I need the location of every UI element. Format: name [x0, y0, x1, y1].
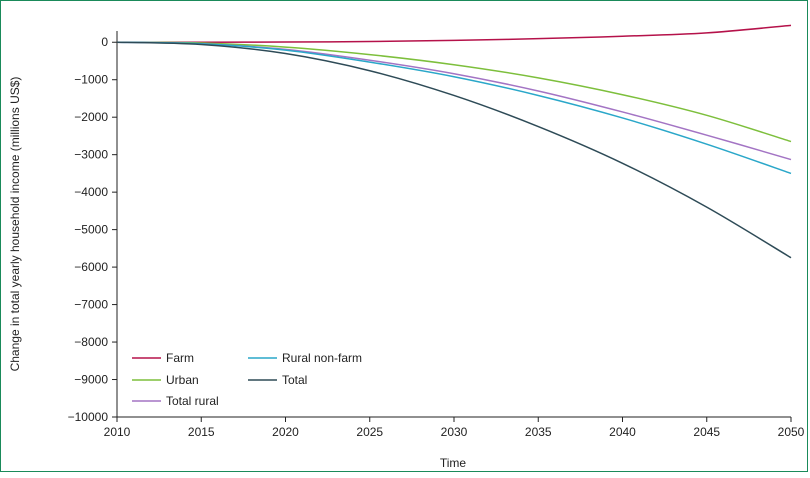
- y-tick-label: −3000: [74, 148, 108, 162]
- y-tick-label: −10000: [68, 410, 109, 424]
- x-tick-label: 2035: [525, 425, 552, 439]
- x-axis-ticks: 2010 2015 2020 2025 2030 2035 2040 2045 2050: [104, 417, 805, 439]
- x-tick-label: 2030: [441, 425, 468, 439]
- y-tick-label: −1000: [74, 73, 108, 87]
- axes: [116, 31, 791, 418]
- legend-label-urban: Urban: [166, 373, 199, 387]
- legend-item-farm: Farm: [132, 351, 194, 365]
- x-tick-label: 2025: [356, 425, 383, 439]
- series-line-total-rural: [116, 41, 792, 161]
- legend-item-urban: Urban: [132, 373, 199, 387]
- y-axis-label: Change in total yearly household income …: [8, 77, 22, 372]
- series-lines: [116, 24, 792, 259]
- y-tick-label: −6000: [74, 260, 108, 274]
- x-tick-label: 2045: [693, 425, 720, 439]
- y-tick-label: −8000: [74, 335, 108, 349]
- y-tick-label: −4000: [74, 185, 108, 199]
- legend-item-rural-non-farm: Rural non-farm: [248, 351, 362, 365]
- legend-item-total-rural: Total rural: [132, 394, 219, 408]
- legend-label-farm: Farm: [166, 351, 194, 365]
- x-tick-label: 2015: [188, 425, 215, 439]
- y-tick-label: −7000: [74, 298, 108, 312]
- x-tick-label: 2020: [272, 425, 299, 439]
- series-line-total: [116, 41, 792, 259]
- legend: Farm Rural non-farm Urban Total Total ru…: [132, 351, 362, 408]
- legend-label-rural-non-farm: Rural non-farm: [282, 351, 362, 365]
- y-axis-ticks: 0 −1000 −2000 −3000 −4000 −5000 −6000 −7000 −800…: [68, 35, 117, 424]
- series-line-farm: [116, 24, 792, 44]
- legend-item-total: Total: [248, 373, 307, 387]
- y-tick-label: −9000: [74, 373, 108, 387]
- series-line-urban: [116, 41, 792, 143]
- x-tick-label: 2010: [104, 425, 131, 439]
- series-line-rural-non-farm: [116, 41, 792, 175]
- y-tick-label: −5000: [74, 223, 108, 237]
- x-tick-label: 2040: [609, 425, 636, 439]
- y-tick-label: 0: [101, 35, 108, 49]
- x-axis-label: Time: [440, 456, 467, 470]
- x-tick-label: 2050: [778, 425, 805, 439]
- y-tick-label: −2000: [74, 110, 108, 124]
- legend-label-total-rural: Total rural: [166, 394, 219, 408]
- legend-label-total: Total: [282, 373, 307, 387]
